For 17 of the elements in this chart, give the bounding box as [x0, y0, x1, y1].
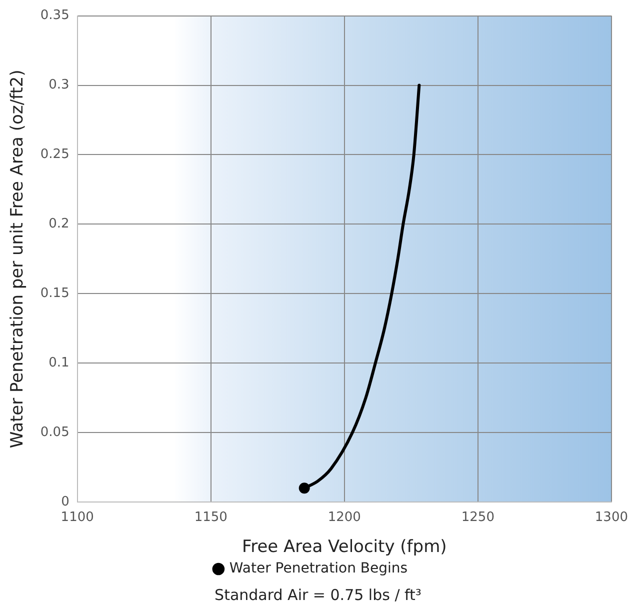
y-tick-label: 0.25 [40, 147, 70, 162]
x-axis-title: Free Area Velocity (fpm) [242, 537, 447, 558]
x-tick-label: 1250 [461, 510, 494, 526]
y-tick-label: 0.05 [40, 424, 70, 440]
x-tick-label: 1100 [60, 510, 94, 526]
text: Standard Air = 0.75 lbs / ft³ [214, 586, 422, 604]
y-tick-label: 0 [61, 494, 70, 510]
y-tick-label: 0.35 [40, 8, 70, 24]
y-axis-title: Water Penetration per unit Free Area (oz/ft2) [8, 70, 28, 448]
x-tick-label: 1150 [194, 510, 228, 526]
legend-label: Water Penetration Begins [229, 560, 408, 577]
y-tick-label: 0.2 [48, 216, 70, 232]
x-tick-label: 1300 [594, 510, 628, 526]
x-tick-label: 1200 [328, 510, 361, 526]
y-tick-label: 0.3 [48, 78, 70, 93]
y-tick-label: 0.15 [40, 286, 70, 302]
y-tick-label: 0.1 [48, 355, 70, 370]
